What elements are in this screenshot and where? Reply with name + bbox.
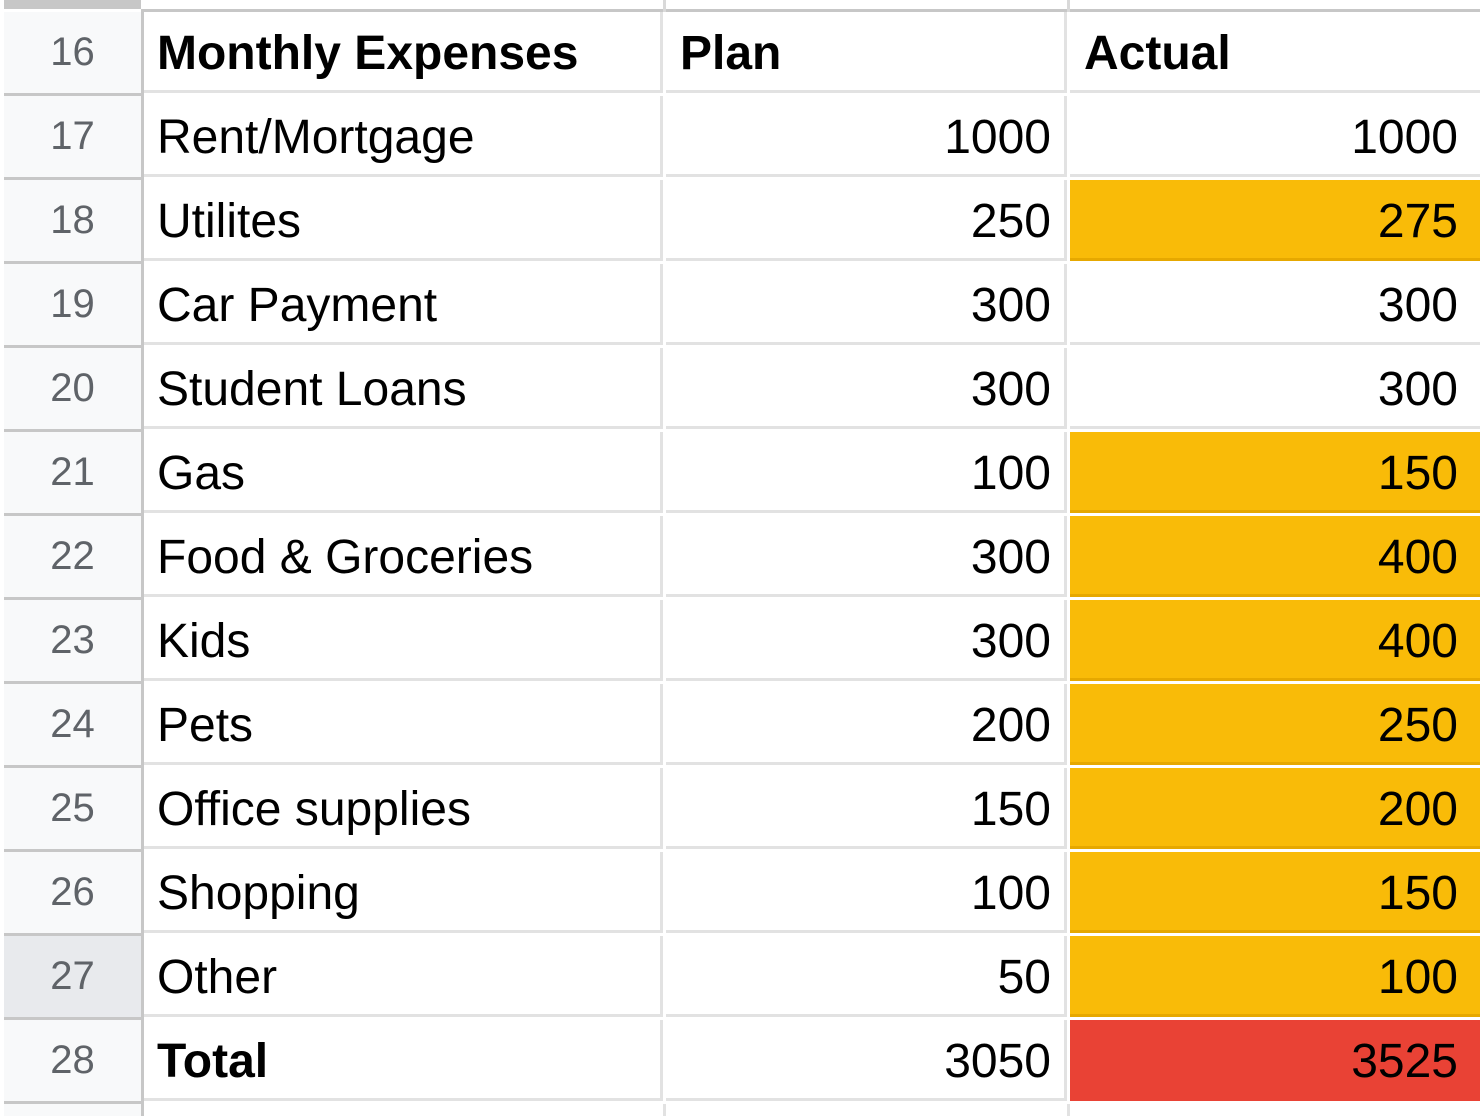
row-number[interactable]: 24 (4, 684, 144, 768)
cell-actual[interactable]: 150 (1070, 852, 1480, 933)
row-header-edge (4, 0, 141, 9)
cell-category[interactable]: Food & Groceries (144, 516, 663, 597)
cell-header-plan[interactable]: Plan (666, 12, 1067, 93)
row-number[interactable]: 25 (4, 768, 144, 852)
cell-plan[interactable]: 1000 (666, 96, 1067, 177)
cell-actual[interactable]: 300 (1070, 348, 1480, 429)
frozen-divider (141, 9, 1480, 12)
row-number[interactable]: 26 (4, 852, 144, 936)
cell-plan[interactable]: 250 (666, 180, 1067, 261)
cell-category[interactable]: Utilites (144, 180, 663, 261)
next-row-edge (0, 1104, 1480, 1116)
cell-actual[interactable]: 150 (1070, 432, 1480, 513)
cell-category[interactable]: Gas (144, 432, 663, 513)
column-divider (663, 1104, 666, 1116)
table-row: 20 Student Loans 300 300 (0, 348, 1480, 432)
row-number[interactable]: 16 (4, 12, 144, 96)
column-divider (663, 0, 666, 12)
cell-plan[interactable]: 100 (666, 432, 1067, 513)
scrolled-row-edge (0, 0, 1480, 12)
cell-plan[interactable]: 300 (666, 348, 1067, 429)
table-row: 18 Utilites 250 275 (0, 180, 1480, 264)
cell-category[interactable]: Kids (144, 600, 663, 681)
cell-plan[interactable]: 100 (666, 852, 1067, 933)
cell-category[interactable]: Student Loans (144, 348, 663, 429)
total-row: 28 Total 3050 3525 (0, 1020, 1480, 1104)
table-row: 27 Other 50 100 (0, 936, 1480, 1020)
cell-actual[interactable]: 100 (1070, 936, 1480, 1017)
cell-actual[interactable]: 275 (1070, 180, 1480, 261)
table-row: 23 Kids 300 400 (0, 600, 1480, 684)
table-row: 19 Car Payment 300 300 (0, 264, 1480, 348)
row-header-edge (4, 1104, 144, 1116)
row-number[interactable]: 21 (4, 432, 144, 516)
cell-header-category[interactable]: Monthly Expenses (144, 12, 663, 93)
row-number[interactable]: 20 (4, 348, 144, 432)
cell-header-actual[interactable]: Actual (1070, 12, 1480, 93)
cell-plan[interactable]: 150 (666, 768, 1067, 849)
cell-plan[interactable]: 300 (666, 600, 1067, 681)
cell-plan[interactable]: 200 (666, 684, 1067, 765)
cell-plan[interactable]: 50 (666, 936, 1067, 1017)
cell-total-plan[interactable]: 3050 (666, 1020, 1067, 1101)
column-divider (1067, 0, 1070, 12)
row-number[interactable]: 28 (4, 1020, 144, 1104)
cell-category[interactable]: Pets (144, 684, 663, 765)
table-row: 21 Gas 100 150 (0, 432, 1480, 516)
cell-category[interactable]: Office supplies (144, 768, 663, 849)
row-number[interactable]: 22 (4, 516, 144, 600)
row-number[interactable]: 23 (4, 600, 144, 684)
table-row: 24 Pets 200 250 (0, 684, 1480, 768)
cell-plan[interactable]: 300 (666, 516, 1067, 597)
header-row: 16 Monthly Expenses Plan Actual (0, 12, 1480, 96)
table-row: 26 Shopping 100 150 (0, 852, 1480, 936)
row-number[interactable]: 18 (4, 180, 144, 264)
cell-category[interactable]: Rent/Mortgage (144, 96, 663, 177)
cell-category[interactable]: Shopping (144, 852, 663, 933)
cell-category[interactable]: Car Payment (144, 264, 663, 345)
cell-plan[interactable]: 300 (666, 264, 1067, 345)
table-row: 25 Office supplies 150 200 (0, 768, 1480, 852)
table-row: 17 Rent/Mortgage 1000 1000 (0, 96, 1480, 180)
row-number[interactable]: 17 (4, 96, 144, 180)
cell-total-actual[interactable]: 3525 (1070, 1020, 1480, 1101)
cell-actual[interactable]: 400 (1070, 600, 1480, 681)
cell-actual[interactable]: 200 (1070, 768, 1480, 849)
row-number[interactable]: 27 (4, 936, 144, 1020)
cell-actual[interactable]: 400 (1070, 516, 1480, 597)
cell-actual[interactable]: 1000 (1070, 96, 1480, 177)
cell-actual[interactable]: 300 (1070, 264, 1480, 345)
cell-category[interactable]: Other (144, 936, 663, 1017)
cell-actual[interactable]: 250 (1070, 684, 1480, 765)
row-number[interactable]: 19 (4, 264, 144, 348)
table-row: 22 Food & Groceries 300 400 (0, 516, 1480, 600)
cell-total-label[interactable]: Total (144, 1020, 663, 1101)
column-divider (1067, 1104, 1070, 1116)
